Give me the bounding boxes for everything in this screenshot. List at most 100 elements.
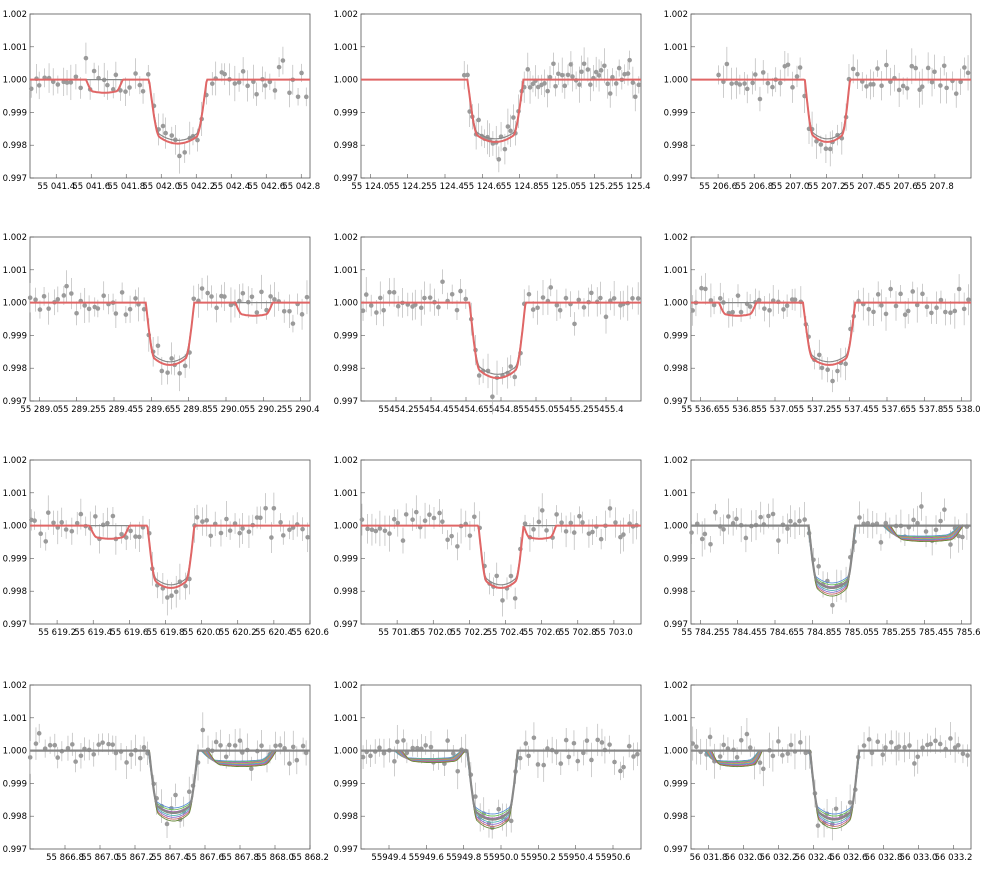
y-tick-label: 1.001 <box>3 489 27 499</box>
data-point <box>194 515 200 520</box>
data-point <box>627 57 632 63</box>
data-point <box>929 79 935 85</box>
data-point <box>530 81 536 87</box>
x-tick-label: 55 125.4 <box>613 182 651 192</box>
data-point <box>55 755 61 760</box>
data-point <box>631 754 636 759</box>
data-point <box>137 82 143 88</box>
x-tick-label: 55 784.8 <box>793 628 831 638</box>
data-point <box>938 518 943 524</box>
data-point <box>941 63 947 69</box>
data-point <box>713 509 718 515</box>
data-point <box>531 735 537 741</box>
data-point <box>875 66 880 71</box>
data-point <box>209 81 215 86</box>
data-point <box>572 321 577 327</box>
x-tick-label: 55 785.0 <box>831 628 869 638</box>
data-point <box>830 378 835 384</box>
x-tick-label: 55 042.0 <box>142 182 180 192</box>
data-point <box>74 310 79 316</box>
data-point <box>365 526 370 532</box>
data-point <box>825 367 830 373</box>
y-tick-label: 1.001 <box>334 43 358 53</box>
data-point <box>78 85 83 91</box>
data-point <box>937 741 943 747</box>
data-point <box>607 506 613 511</box>
y-tick-label: 1.002 <box>334 681 358 691</box>
x-tick-label: 55454.6 <box>448 405 483 415</box>
data-point <box>729 81 734 86</box>
data-point <box>905 308 911 314</box>
data-point <box>55 82 61 87</box>
data-point <box>541 762 547 768</box>
x-tick-label: 55 290.2 <box>244 405 282 415</box>
data-point <box>948 736 953 741</box>
data-point <box>262 83 268 88</box>
data-point <box>287 527 292 533</box>
data-point <box>630 296 635 301</box>
data-point <box>295 94 301 100</box>
data-point <box>960 534 965 540</box>
data-point <box>896 87 902 93</box>
data-point <box>141 745 147 750</box>
data-point <box>919 84 925 90</box>
data-point <box>377 295 383 301</box>
data-point <box>539 508 545 513</box>
lightcurve-panel-9: 0.997 0.998 0.999 1.000 1.001 1.002 55 784.2 55… <box>661 452 981 650</box>
data-point <box>377 526 383 531</box>
y-tick-label: 0.997 <box>334 174 358 184</box>
y-tick-label: 1.001 <box>664 266 688 276</box>
lightcurve-panel-8: 0.997 0.998 0.999 1.000 1.001 1.002 55 701.8 55… <box>331 452 651 650</box>
x-tick-label: 55 620.6 <box>291 628 329 638</box>
data-point <box>788 518 793 524</box>
data-point <box>865 520 871 526</box>
data-point <box>527 85 533 90</box>
data-point <box>730 309 735 315</box>
lightcurve-panel-7: 0.997 0.998 0.999 1.000 1.001 1.002 55 619.2 55… <box>0 452 329 650</box>
data-point <box>436 304 441 310</box>
data-point <box>878 540 884 545</box>
data-point <box>798 740 803 745</box>
data-point <box>542 81 547 86</box>
x-tick-label: 55 784.2 <box>681 628 719 638</box>
data-point <box>259 289 264 295</box>
model-curve <box>691 301 971 366</box>
data-point <box>299 312 305 317</box>
data-point <box>902 745 907 750</box>
data-point <box>280 58 286 63</box>
x-tick-label: 55 703.0 <box>595 628 633 638</box>
data-point <box>554 512 559 517</box>
data-point <box>155 343 161 349</box>
data-point <box>703 286 708 292</box>
model-curve <box>361 750 641 815</box>
data-point <box>933 738 938 744</box>
data-point <box>708 298 714 303</box>
data-point <box>866 306 872 312</box>
data-point <box>776 538 781 543</box>
x-tick-label: 55 867.6 <box>186 853 224 863</box>
model-curve <box>361 524 641 589</box>
data-point <box>607 742 612 747</box>
x-tick-label: 55 041.8 <box>107 182 145 192</box>
data-point <box>61 293 67 298</box>
model-curve <box>361 301 641 379</box>
data-point <box>208 533 214 539</box>
data-point <box>948 542 953 547</box>
data-point <box>95 306 101 311</box>
data-point <box>232 81 238 86</box>
data-point <box>875 739 881 745</box>
data-point <box>699 536 705 542</box>
data-point <box>173 792 178 798</box>
y-tick-label: 1.000 <box>334 522 358 532</box>
model-curve <box>361 750 641 819</box>
y-tick-label: 0.999 <box>664 779 688 789</box>
data-point <box>893 303 899 309</box>
plot-frame <box>360 459 642 625</box>
x-tick-label: 55 702.2 <box>450 628 488 638</box>
data-point <box>28 86 34 92</box>
data-point <box>258 515 263 521</box>
data-point <box>797 65 803 70</box>
